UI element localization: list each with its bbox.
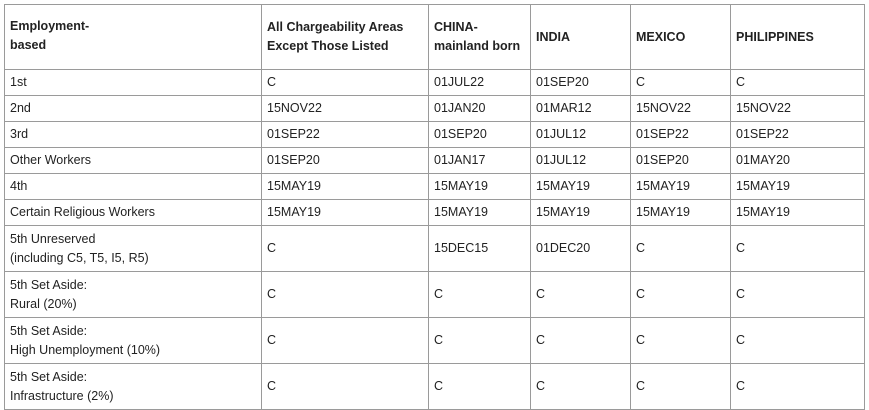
- table-cell: C: [730, 363, 865, 410]
- table-cell: C: [530, 363, 631, 410]
- table-cell: 15NOV22: [261, 95, 429, 122]
- table-cell: 15DEC15: [428, 225, 531, 272]
- table-cell: 15MAY19: [530, 173, 631, 200]
- row-label: Other Workers: [4, 147, 262, 174]
- table-cell: 15MAY19: [630, 173, 731, 200]
- table-cell: 01JUL12: [530, 147, 631, 174]
- row-label: 5th Set Aside: Infrastructure (2%): [4, 363, 262, 410]
- row-label: Certain Religious Workers: [4, 199, 262, 226]
- table-row: 5th Set Aside: Rural (20%) C C C C C: [4, 271, 865, 318]
- table-cell: C: [261, 317, 429, 364]
- table-row: 5th Set Aside: Infrastructure (2%) C C C C C: [4, 363, 865, 410]
- table-row: 5th Set Aside: High Unemployment (10%) C C…: [4, 317, 865, 364]
- table-cell: 01JAN20: [428, 95, 531, 122]
- table-cell: 01DEC20: [530, 225, 631, 272]
- table-cell: 01SEP20: [630, 147, 731, 174]
- table-cell: C: [261, 225, 429, 272]
- column-header: PHILIPPINES: [730, 4, 865, 70]
- table-cell: 15MAY19: [261, 173, 429, 200]
- table-row: 2nd 15NOV22 01JAN20 01MAR12 15NOV22 15NOV22: [4, 95, 865, 122]
- table-cell: 01MAR12: [530, 95, 631, 122]
- row-label: 5th Unreserved (including C5, T5, I5, R5…: [4, 225, 262, 272]
- row-label: 2nd: [4, 95, 262, 122]
- table-row: 4th 15MAY19 15MAY19 15MAY19 15MAY19 15MAY19: [4, 173, 865, 200]
- table-cell: 01SEP22: [730, 121, 865, 148]
- table-cell: 15MAY19: [630, 199, 731, 226]
- visa-bulletin-table: Employment- based All Chargeability Areas…: [4, 4, 865, 410]
- table-cell: C: [730, 317, 865, 364]
- table-cell: C: [530, 317, 631, 364]
- table-cell: 15NOV22: [730, 95, 865, 122]
- table-cell: C: [530, 271, 631, 318]
- column-header: MEXICO: [630, 4, 731, 70]
- table-cell: C: [261, 271, 429, 318]
- table-cell: C: [428, 271, 531, 318]
- column-header: All Chargeability Areas Except Those Lis…: [261, 4, 429, 70]
- table-row: Certain Religious Workers 15MAY19 15MAY19 1…: [4, 199, 865, 226]
- table-cell: 01JUL22: [428, 69, 531, 96]
- table-row: 3rd 01SEP22 01SEP20 01JUL12 01SEP22 01SEP22: [4, 121, 865, 148]
- table-cell: C: [630, 363, 731, 410]
- table-cell: C: [630, 225, 731, 272]
- table-cell: C: [730, 225, 865, 272]
- row-label: 1st: [4, 69, 262, 96]
- table-cell: 01SEP22: [261, 121, 429, 148]
- table-cell: 01SEP20: [530, 69, 631, 96]
- table-cell: 15NOV22: [630, 95, 731, 122]
- row-label: 4th: [4, 173, 262, 200]
- table-cell: 01JAN17: [428, 147, 531, 174]
- table-cell: 15MAY19: [428, 173, 531, 200]
- table-cell: C: [261, 69, 429, 96]
- table-cell: 15MAY19: [428, 199, 531, 226]
- header-row: Employment- based All Chargeability Areas…: [4, 4, 865, 70]
- column-header: CHINA-mainland born: [428, 4, 531, 70]
- row-label: 5th Set Aside: Rural (20%): [4, 271, 262, 318]
- table-row: 1st C 01JUL22 01SEP20 C C: [4, 69, 865, 96]
- table-cell: 15MAY19: [730, 173, 865, 200]
- table-cell: C: [730, 271, 865, 318]
- row-label: 3rd: [4, 121, 262, 148]
- table-cell: 15MAY19: [530, 199, 631, 226]
- table-row: 5th Unreserved (including C5, T5, I5, R5…: [4, 225, 865, 272]
- column-header: INDIA: [530, 4, 631, 70]
- table-cell: C: [428, 363, 531, 410]
- table-cell: C: [630, 271, 731, 318]
- table-cell: 15MAY19: [261, 199, 429, 226]
- column-header: Employment- based: [4, 4, 262, 70]
- table-cell: 01JUL12: [530, 121, 631, 148]
- table-cell: C: [630, 69, 731, 96]
- table-cell: C: [730, 69, 865, 96]
- table-cell: 01SEP20: [428, 121, 531, 148]
- row-label: 5th Set Aside: High Unemployment (10%): [4, 317, 262, 364]
- table-cell: 01MAY20: [730, 147, 865, 174]
- table-cell: C: [630, 317, 731, 364]
- table-cell: 01SEP22: [630, 121, 731, 148]
- table-cell: C: [428, 317, 531, 364]
- table-cell: 15MAY19: [730, 199, 865, 226]
- table-row: Other Workers 01SEP20 01JAN17 01JUL12 01SEP2…: [4, 147, 865, 174]
- table-cell: C: [261, 363, 429, 410]
- table-cell: 01SEP20: [261, 147, 429, 174]
